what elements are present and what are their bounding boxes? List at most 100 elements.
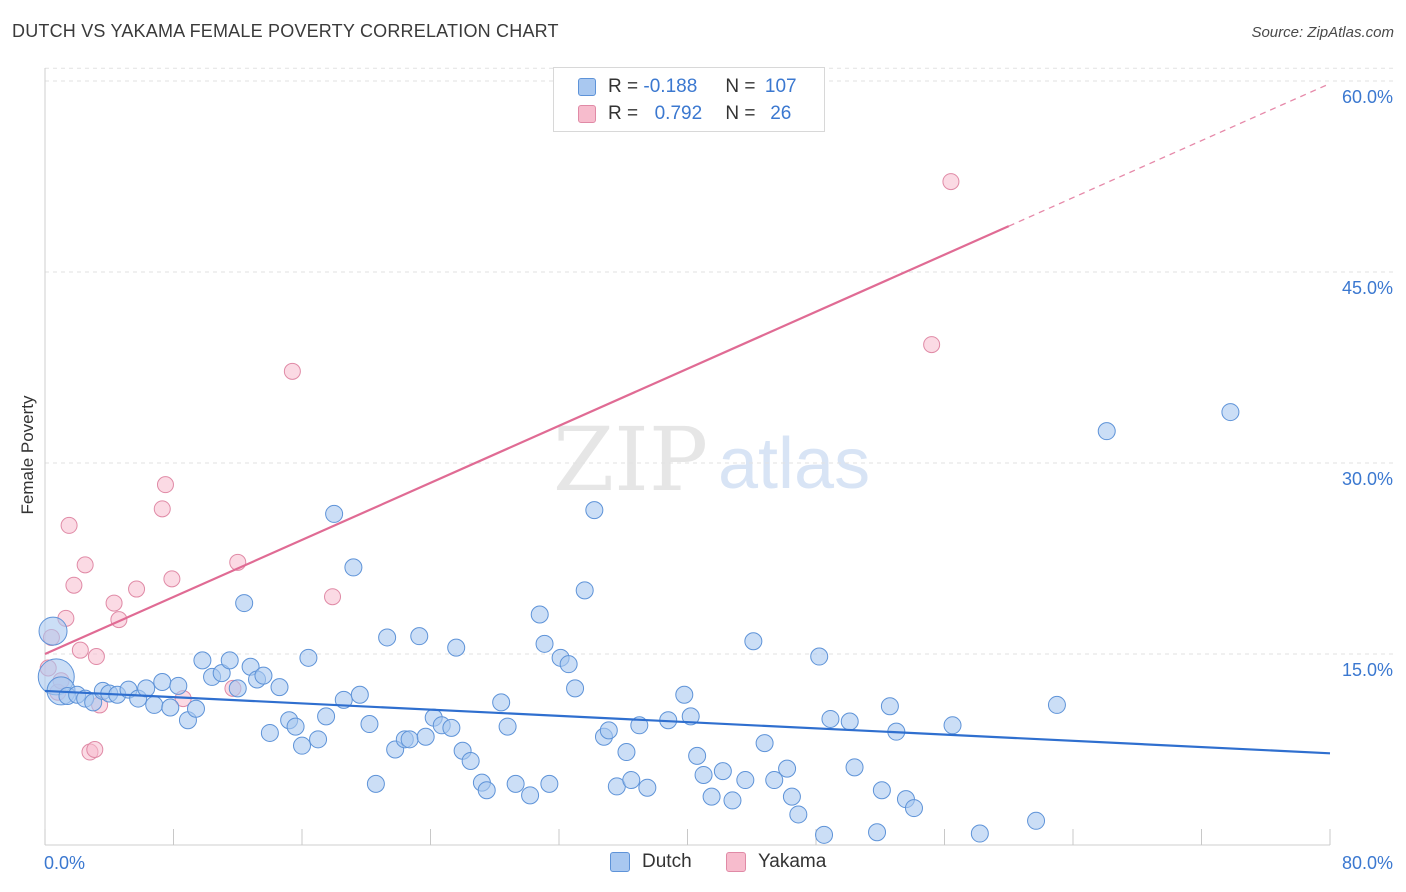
legend-item-dutch[interactable]: Dutch bbox=[610, 851, 692, 873]
yakama-point bbox=[105, 594, 123, 612]
series-legend: Dutch Yakama bbox=[0, 851, 1406, 877]
yakama-point bbox=[86, 741, 104, 758]
legend-yakama-r-value: 0.792 bbox=[654, 103, 703, 124]
dutch-point bbox=[193, 651, 212, 670]
x-tick-label: 0.0% bbox=[44, 853, 85, 873]
dutch-point bbox=[153, 673, 172, 692]
dutch-point bbox=[309, 730, 328, 749]
y-axis-label: Female Poverty bbox=[18, 395, 37, 515]
dutch-point bbox=[137, 679, 156, 698]
dutch-point bbox=[810, 647, 829, 666]
dutch-point bbox=[868, 823, 887, 842]
dutch-point bbox=[410, 627, 429, 646]
yakama-point bbox=[71, 641, 89, 659]
dutch-point bbox=[360, 715, 379, 734]
dutch-point bbox=[1047, 695, 1066, 714]
legend-item-yakama[interactable]: Yakama bbox=[726, 851, 826, 873]
legend-row-dutch: R = -0.188 N = 107 bbox=[578, 74, 801, 100]
legend-yakama-label: Yakama bbox=[758, 851, 827, 872]
yakama-point bbox=[76, 556, 94, 574]
yakama-point bbox=[942, 173, 960, 191]
dutch-point bbox=[872, 781, 891, 800]
legend-yakama-n-value: 26 bbox=[770, 103, 792, 124]
dutch-point bbox=[617, 743, 636, 762]
dutch-point bbox=[566, 679, 585, 698]
dutch-point bbox=[299, 648, 318, 667]
dutch-point bbox=[344, 558, 363, 577]
dutch-point bbox=[970, 824, 989, 843]
dutch-point bbox=[477, 781, 496, 800]
dutch-point bbox=[530, 605, 549, 624]
dutch-point bbox=[442, 718, 461, 737]
dutch-point bbox=[1221, 403, 1240, 422]
legend-yakama-r-label: R = bbox=[608, 103, 639, 124]
yakama-point bbox=[60, 516, 78, 534]
dutch-point bbox=[845, 758, 864, 777]
legend-dutch-r-label: R = bbox=[608, 76, 639, 97]
dutch-point bbox=[599, 721, 618, 740]
yakama-point bbox=[283, 362, 301, 380]
yakama-swatch bbox=[578, 105, 596, 123]
x-tick-label: 80.0% bbox=[1342, 853, 1393, 873]
yakama-point bbox=[324, 588, 342, 606]
dutch-point bbox=[789, 805, 808, 824]
dutch-point bbox=[334, 690, 353, 709]
dutch-swatch bbox=[578, 78, 596, 96]
dutch-point bbox=[622, 771, 641, 790]
dutch-point bbox=[1097, 422, 1116, 441]
dutch-point bbox=[688, 746, 707, 765]
dutch-point bbox=[286, 717, 305, 736]
yakama-point bbox=[923, 336, 941, 354]
dutch-point bbox=[765, 771, 784, 790]
dutch-point bbox=[212, 664, 231, 683]
dutch-point bbox=[723, 791, 742, 810]
dutch-point bbox=[447, 638, 466, 657]
yakama-trend-extension bbox=[1008, 82, 1331, 227]
dutch-point bbox=[744, 632, 763, 651]
dutch-point bbox=[675, 685, 694, 704]
dutch-point bbox=[904, 799, 923, 818]
dutch-point bbox=[235, 594, 254, 613]
dutch-point bbox=[755, 734, 774, 753]
dutch-point bbox=[161, 698, 180, 717]
dutch-legend-swatch bbox=[610, 852, 630, 872]
dutch-point bbox=[378, 628, 397, 647]
dutch-point bbox=[815, 825, 834, 844]
yakama-point bbox=[128, 580, 146, 598]
dutch-point bbox=[461, 751, 480, 770]
yakama-trend-line bbox=[44, 225, 1010, 656]
dutch-point bbox=[416, 727, 435, 746]
dutch-point bbox=[694, 765, 713, 784]
dutch-point bbox=[943, 716, 962, 735]
dutch-point bbox=[220, 651, 239, 670]
legend-dutch-n-value: 107 bbox=[764, 76, 797, 97]
y-tick-label: 60.0% bbox=[1342, 87, 1393, 107]
dutch-point bbox=[492, 693, 511, 712]
tick-labels: 15.0% 30.0% 45.0% 60.0% 0.0% 80.0% bbox=[44, 87, 1393, 873]
axes bbox=[44, 68, 1331, 846]
dutch-point bbox=[638, 778, 657, 797]
dutch-point bbox=[540, 774, 559, 793]
yakama-point bbox=[153, 500, 171, 518]
legend-dutch-r-value: -0.188 bbox=[643, 76, 698, 97]
dutch-point bbox=[498, 717, 517, 736]
y-tick-label: 45.0% bbox=[1342, 278, 1393, 298]
dutch-point bbox=[521, 786, 540, 805]
dutch-point bbox=[228, 679, 247, 698]
yakama-point bbox=[156, 476, 174, 494]
dutch-point bbox=[559, 655, 578, 674]
dutch-trend-line bbox=[44, 689, 1331, 755]
dutch-point bbox=[681, 707, 700, 726]
dutch-point bbox=[145, 695, 164, 714]
dutch-point bbox=[840, 712, 859, 731]
dutch-point bbox=[821, 709, 840, 728]
dutch-point bbox=[293, 736, 311, 755]
dutch-point bbox=[1027, 811, 1046, 830]
dutch-point bbox=[585, 501, 604, 520]
grid-lines bbox=[45, 67, 1395, 655]
dutch-point bbox=[186, 699, 205, 718]
dutch-point bbox=[506, 774, 525, 793]
watermark: ZIP atlas bbox=[553, 408, 870, 511]
dutch-point bbox=[736, 771, 755, 790]
